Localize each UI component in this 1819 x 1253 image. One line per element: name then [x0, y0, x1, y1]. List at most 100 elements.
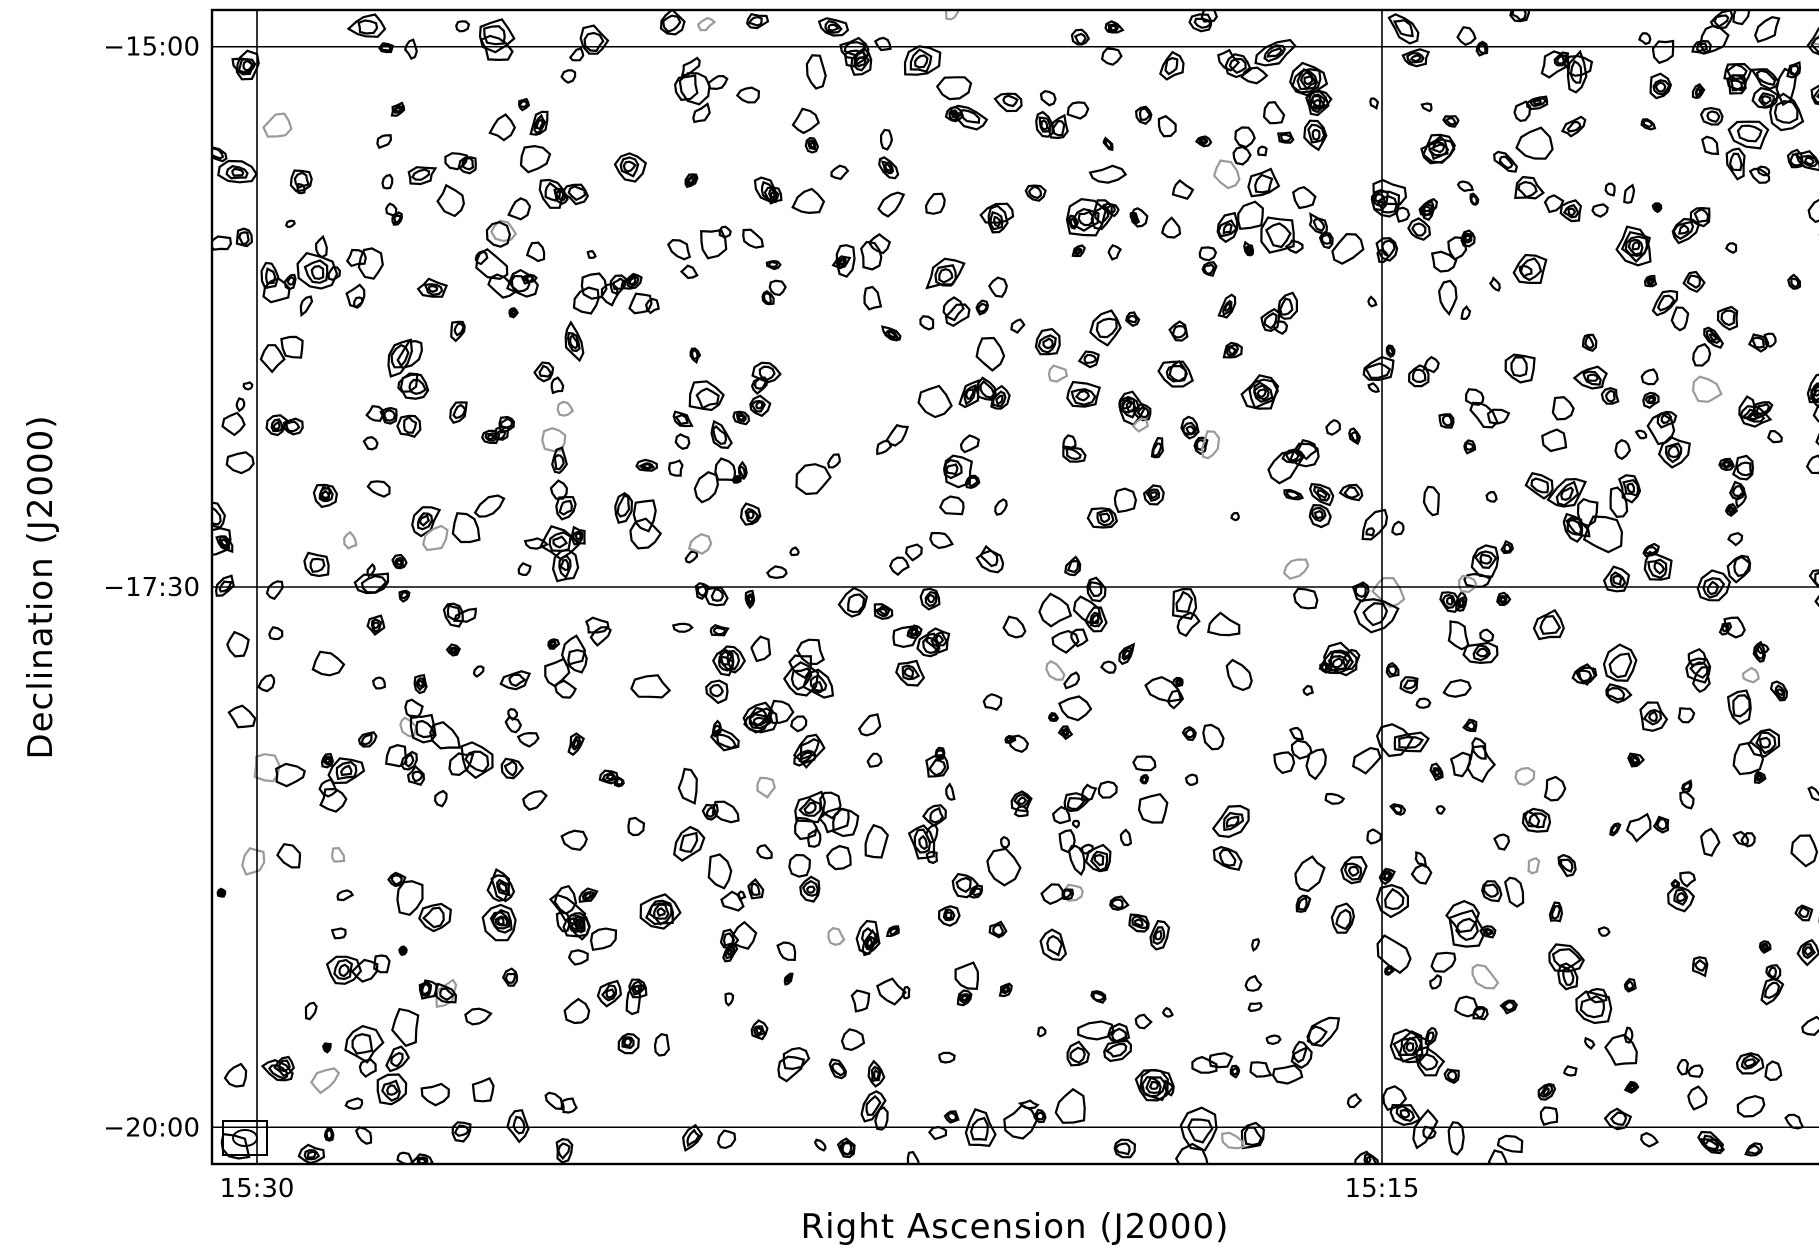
contour-line — [1689, 206, 1711, 228]
contour-line — [732, 410, 751, 426]
contour-line — [623, 1036, 633, 1047]
contour-line — [1409, 54, 1422, 63]
contour-line — [1365, 527, 1376, 537]
contour-line — [726, 947, 733, 956]
contour-line — [1411, 222, 1427, 237]
contour-line — [806, 885, 816, 894]
contour-line — [538, 178, 566, 209]
contour-line — [1602, 643, 1638, 682]
contour-line — [863, 285, 883, 311]
contour-line — [1649, 72, 1673, 100]
contour-line — [734, 476, 740, 482]
contour-line — [383, 409, 397, 422]
contour-line — [1383, 872, 1391, 880]
contour-line — [804, 136, 820, 154]
contour-line — [446, 604, 461, 621]
contour-line — [616, 494, 631, 518]
contour-line — [1656, 410, 1678, 429]
contour-line — [1724, 242, 1738, 254]
contour-line — [626, 274, 640, 289]
contour-line — [1747, 411, 1761, 421]
contour-line — [303, 259, 329, 284]
contour-line — [1498, 155, 1514, 170]
contour-line — [1077, 1020, 1115, 1041]
contour-line — [396, 339, 424, 370]
contour-line — [1054, 1087, 1086, 1124]
contour-line — [782, 1046, 811, 1071]
contour-line — [506, 1108, 530, 1144]
contour-line — [1346, 1092, 1363, 1109]
contour-line — [410, 168, 431, 181]
contour-line — [1617, 474, 1642, 504]
contour-line — [411, 770, 424, 783]
contour-line — [1625, 812, 1652, 843]
contour-line — [1728, 152, 1743, 172]
contour-line — [1389, 803, 1407, 816]
contour-line — [1692, 342, 1712, 367]
contour-line — [909, 48, 933, 73]
contour-line — [705, 806, 717, 818]
contour-line — [1755, 731, 1777, 755]
contour-line — [220, 538, 229, 548]
contour-line — [628, 978, 648, 999]
contour-line — [1763, 332, 1777, 348]
contour-line — [1335, 908, 1352, 931]
contour-line — [563, 997, 591, 1025]
contour-line — [555, 1138, 574, 1164]
contour-line — [1640, 368, 1659, 386]
contour-line — [945, 782, 956, 801]
contour-line — [1812, 88, 1819, 104]
contour-line — [488, 113, 517, 142]
contour-line — [1727, 532, 1744, 547]
contour-line — [422, 524, 449, 552]
contour-line — [303, 1148, 321, 1161]
contour-line — [212, 146, 228, 163]
contour-line — [913, 828, 932, 854]
contour-line — [1639, 701, 1669, 732]
contour-line — [1002, 94, 1019, 108]
contour-line — [560, 69, 577, 84]
contour-line — [1065, 447, 1082, 461]
contour-line — [400, 947, 406, 954]
contour-line — [1562, 967, 1575, 986]
contour-line — [724, 992, 735, 1007]
contour-line — [1229, 1064, 1241, 1079]
contour-line — [1302, 684, 1315, 697]
contour-line — [855, 56, 867, 68]
contour-line — [809, 674, 828, 693]
contour-line — [567, 185, 587, 202]
contour-line — [1131, 214, 1137, 221]
contour-line — [811, 680, 824, 694]
contour-line — [866, 752, 883, 768]
contour-line — [832, 807, 860, 838]
contour-line — [280, 335, 304, 359]
contour-line — [404, 698, 424, 719]
contour-line — [555, 911, 572, 933]
contour-line — [1441, 414, 1453, 427]
contour-line — [1148, 1080, 1159, 1090]
contour-line — [1027, 185, 1043, 200]
contour-line — [314, 234, 328, 259]
contour-line — [345, 248, 367, 268]
contour-line — [765, 259, 782, 271]
contour-line — [1376, 934, 1412, 975]
contour-line — [372, 676, 387, 690]
contour-line — [1732, 10, 1751, 26]
contour-line — [1718, 457, 1735, 472]
contour-line — [1705, 329, 1721, 345]
contour-line — [1037, 334, 1057, 354]
contour-line — [1353, 1150, 1372, 1164]
contour-line — [1353, 598, 1400, 634]
contour-line — [934, 264, 957, 287]
contour-line — [1521, 807, 1552, 833]
contour-line — [903, 45, 942, 76]
contour-line — [925, 257, 966, 290]
contour-line — [755, 1027, 763, 1036]
contour-line — [1034, 327, 1061, 356]
contour-line — [667, 459, 684, 477]
contour-line — [1391, 520, 1405, 536]
contour-line — [1764, 1060, 1783, 1082]
contour-line — [680, 56, 701, 77]
contour-line — [710, 587, 724, 602]
contour-line — [1624, 235, 1649, 258]
